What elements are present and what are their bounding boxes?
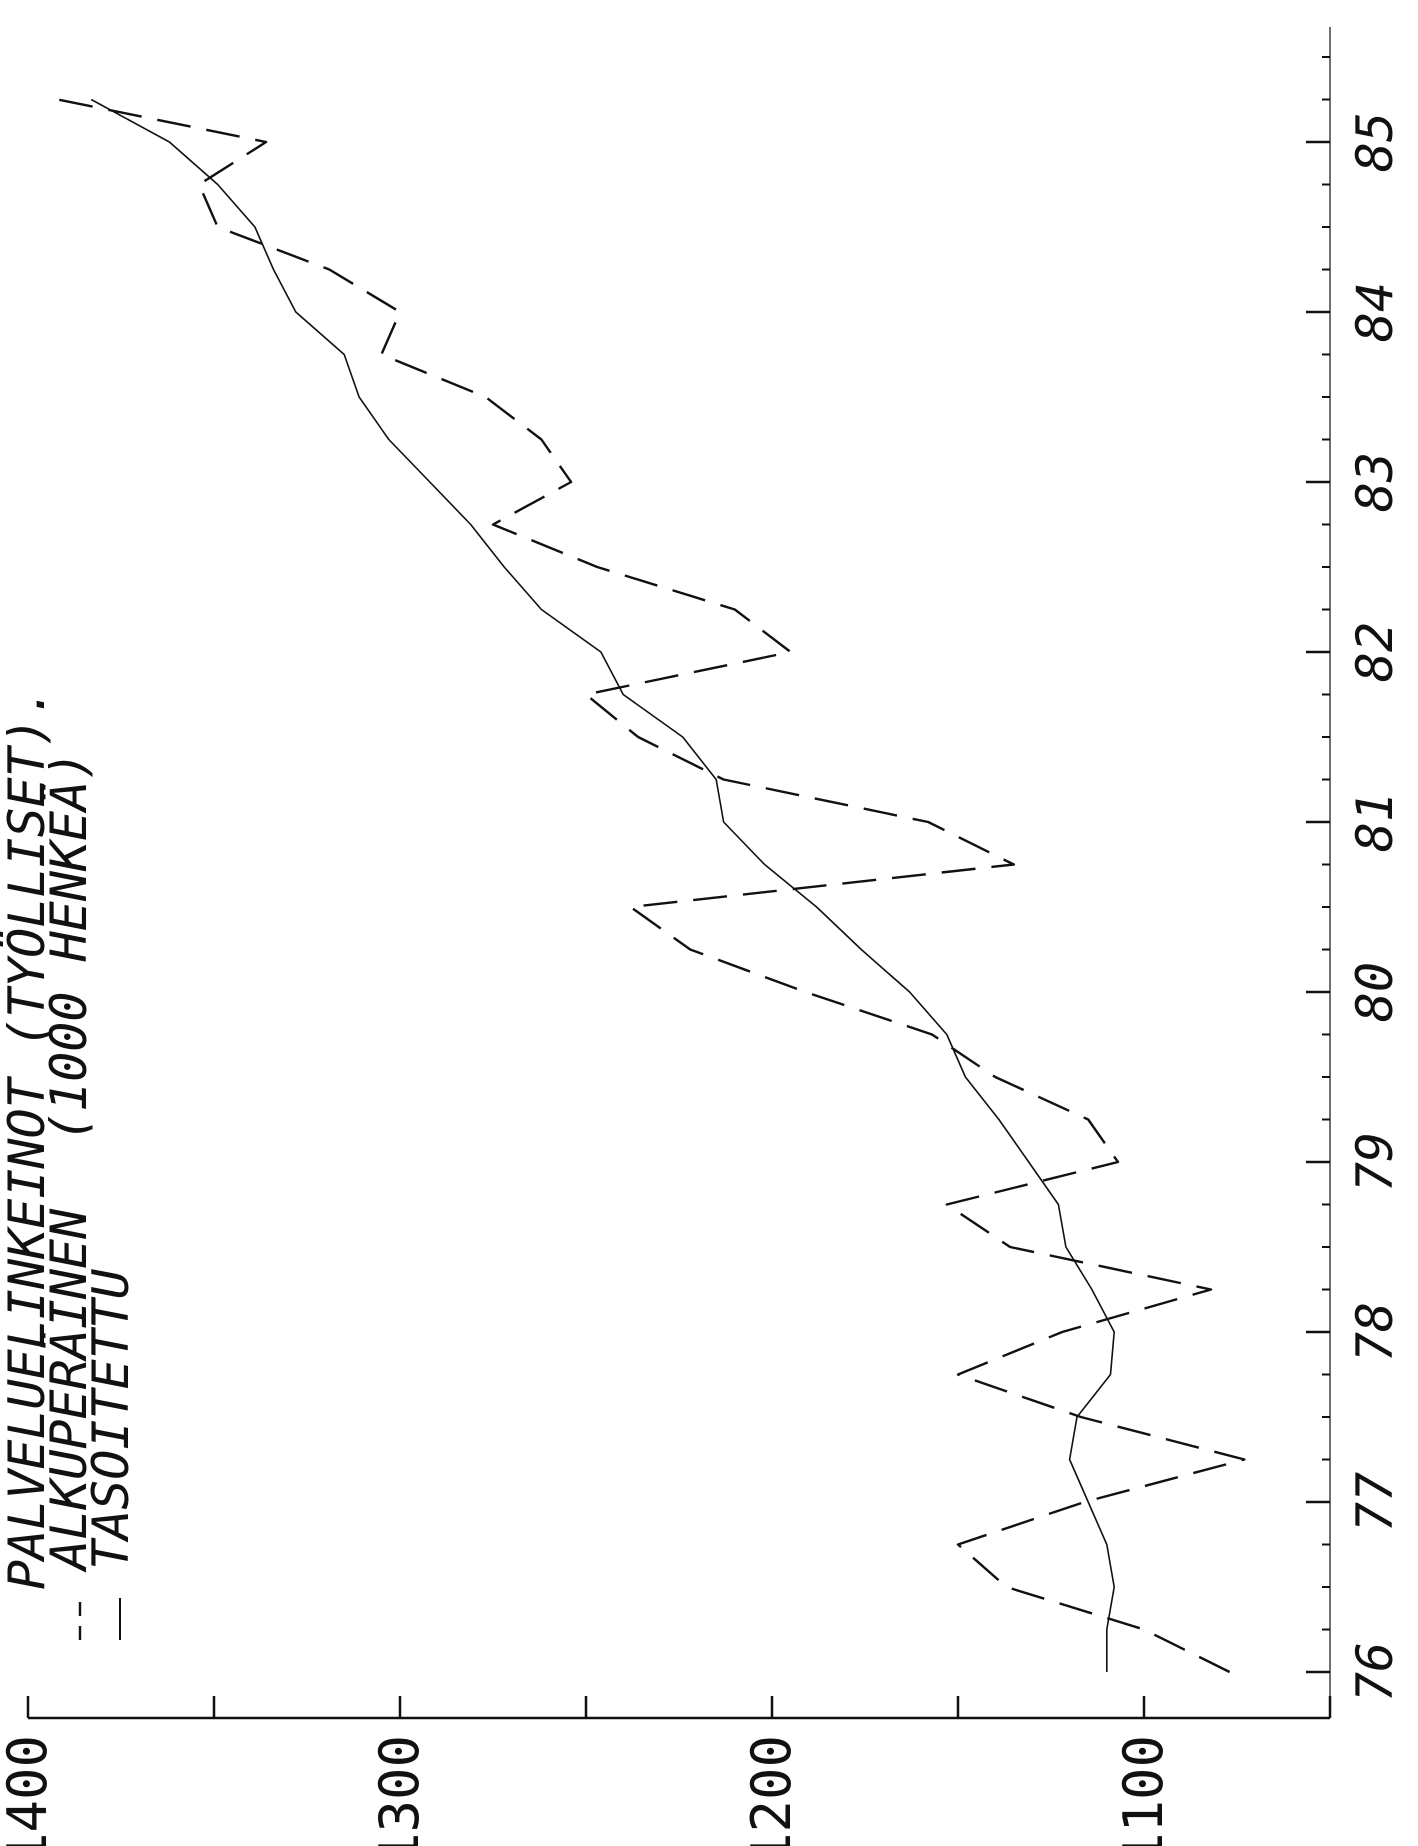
- time-tick-label: 76: [1346, 1642, 1404, 1702]
- legend-label-original: ALKUPERÄINEN: [40, 1208, 98, 1573]
- ticks-layer: 1100 1200 1300 1400 76 77 78 79 80 81 82 83 84 85: [0, 56, 1404, 1846]
- time-tick-label: 85: [1346, 112, 1404, 172]
- time-tick-label: 77: [1346, 1472, 1404, 1532]
- time-tick-label: 83: [1346, 452, 1404, 512]
- series-smoothed-line: [90, 98, 1115, 1672]
- value-tick-label: 1100: [1112, 1735, 1175, 1846]
- chart-subtitle: (1000 HENKEÄ): [40, 751, 98, 1142]
- chart-title: PALVELUELINKEINOT (TYÖLLISET).: [0, 687, 56, 1590]
- axes: [28, 27, 1331, 1720]
- legend-label-smoothed: TASOITETTU: [82, 1268, 140, 1570]
- time-tick-label: 84: [1346, 282, 1404, 342]
- value-tick-label: 1300: [368, 1735, 431, 1846]
- series-layer: [57, 98, 1246, 1674]
- time-tick-label: 81: [1346, 792, 1404, 852]
- time-tick-label: 82: [1346, 622, 1404, 682]
- time-tick-label: 79: [1346, 1132, 1404, 1192]
- value-tick-label: 1400: [0, 1735, 59, 1846]
- time-tick-label: 78: [1346, 1302, 1404, 1362]
- legend: PALVELUELINKEINOT (TYÖLLISET).ALKUPERÄIN…: [0, 687, 140, 1640]
- value-tick-label: 1200: [740, 1735, 803, 1846]
- time-tick-label: 80: [1346, 962, 1404, 1022]
- series-original-line: [57, 98, 1246, 1674]
